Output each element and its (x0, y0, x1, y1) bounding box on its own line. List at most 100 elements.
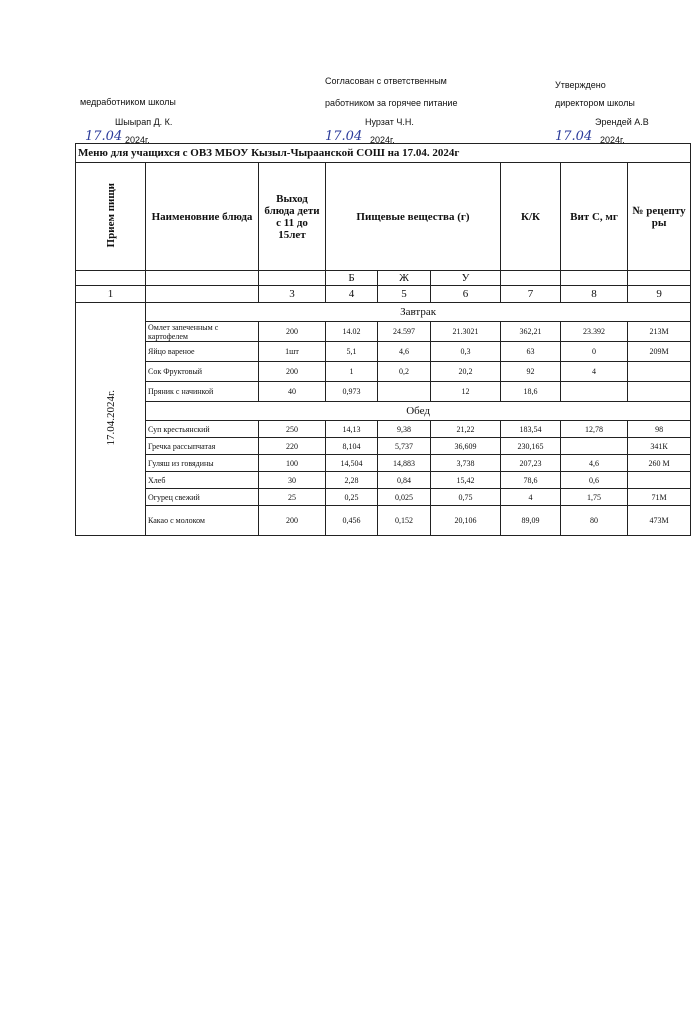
cell (377, 381, 431, 402)
cell: 200 (258, 321, 326, 342)
cell: 78,6 (500, 471, 561, 489)
title-row: Меню для учащихся с ОВЗ МБОУ Кызыл-Чыраа… (74, 143, 692, 163)
header-cell: Пищевые вещества (г) (325, 162, 501, 271)
cell (560, 437, 628, 455)
cell: 362,21 (500, 321, 561, 342)
handwritten-date: 17.04 (325, 129, 363, 144)
cell: Суп крестьянский (145, 420, 259, 438)
section-name: Завтрак (144, 302, 692, 322)
dish-row: Пряник с начинкой 40 0,973 12 18,6 (76, 381, 692, 402)
menu-table: Меню для учащихся с ОВЗ МБОУ Кызыл-Чыраа… (74, 143, 692, 536)
column-number (145, 285, 259, 303)
header-cell: К/К (500, 162, 561, 271)
cell: 341К (626, 437, 692, 455)
cell: Сок Фруктовый (145, 361, 259, 382)
handwritten-date: 17.04 (555, 129, 593, 144)
approval-line: Согласован с ответственным (325, 76, 447, 86)
cell (258, 270, 326, 286)
header-text: № рецепту ры (632, 204, 686, 229)
cell: 63 (500, 341, 561, 362)
cell (560, 270, 628, 286)
cell: 12,78 (560, 420, 628, 438)
cell: 183,54 (500, 420, 561, 438)
approval-line: Нурзат Ч.Н. (365, 117, 414, 127)
cell (626, 471, 692, 489)
cell: 0,25 (325, 488, 378, 506)
cell: 92 (500, 361, 561, 382)
cell: 98 (626, 420, 692, 438)
cell: 0,84 (377, 471, 431, 489)
cell: 0,025 (377, 488, 431, 506)
dish-row: Гречка рассыпчатая 220 8,104 5,737 36,609 230… (76, 437, 692, 455)
header-text: Прием пищи (104, 182, 117, 248)
cell: 1 (325, 361, 378, 382)
header-text: К/К (520, 210, 540, 223)
cell: 220 (258, 437, 326, 455)
section-row: 17.04.2024г. Завтрак (75, 302, 692, 536)
approval-line: 2024г. (370, 135, 395, 145)
approval-line: 2024г. (600, 135, 625, 145)
cell (626, 361, 692, 382)
cell (626, 270, 692, 286)
dish-row: Суп крестьянский 250 14,13 9,38 21,22 183,54 1… (76, 420, 692, 438)
cell: 20,106 (430, 505, 501, 536)
cell: 24.597 (377, 321, 431, 342)
header-text: Наименовние блюда (151, 210, 253, 223)
cell: Пряник с начинкой (145, 381, 259, 402)
cell: 0,152 (377, 505, 431, 536)
subheader: У (430, 270, 501, 286)
subheader: Ж (377, 270, 431, 286)
cell: 8,104 (325, 437, 378, 455)
cell: 207,23 (500, 454, 561, 472)
approval-line: Шыырап Д. К. (115, 117, 173, 127)
date: 17.04.2024г. (104, 389, 117, 446)
cell (500, 270, 561, 286)
approval-line: Эрендей А.В (595, 117, 649, 127)
cell: 36,609 (430, 437, 501, 455)
section-row: Обед (76, 401, 692, 421)
column-number: 3 (258, 285, 326, 303)
column-number: 9 (626, 285, 692, 303)
column-number: 1 (75, 285, 146, 303)
date-cell: 17.04.2024г. (75, 302, 146, 536)
cell: 200 (258, 505, 326, 536)
subheader: Б (325, 270, 378, 286)
cell: 25 (258, 488, 326, 506)
header-cell: Наименовние блюда (145, 162, 259, 271)
cell: 4,6 (377, 341, 431, 362)
cell: 5,1 (325, 341, 378, 362)
cell: 21.3021 (430, 321, 501, 342)
approval-line: работником за горячее питание (325, 98, 458, 108)
cell: Какао с молоком (145, 505, 259, 536)
cell: 4,6 (560, 454, 628, 472)
cell: 20,2 (430, 361, 501, 382)
dish-row: Какао с молоком 200 0,456 0,152 20,106 89,09 8… (76, 505, 692, 536)
cell: 3,738 (430, 454, 501, 472)
cell: 23.392 (560, 321, 628, 342)
approval-line: 2024г. (125, 135, 150, 145)
cell: 0 (560, 341, 628, 362)
cell: 1шт (258, 341, 326, 362)
cell (626, 381, 692, 402)
column-number: 5 (377, 285, 431, 303)
cell: 14.02 (325, 321, 378, 342)
column-number: 6 (430, 285, 501, 303)
column-number: 7 (500, 285, 561, 303)
header-text: Выход блюда дети с 11 до 15лет (264, 192, 320, 241)
cell: 9,38 (377, 420, 431, 438)
dish-row: Хлеб 30 2,28 0,84 15,42 78,6 0,6 (76, 471, 692, 489)
cell: 80 (560, 505, 628, 536)
cell (75, 270, 146, 286)
cell: 14,13 (325, 420, 378, 438)
cell: 12 (430, 381, 501, 402)
cell: 0,3 (430, 341, 501, 362)
cell: 230,165 (500, 437, 561, 455)
column-number: 8 (560, 285, 628, 303)
cell: 0,2 (377, 361, 431, 382)
dish-row: Яйцо вареное 1шт 5,1 4,6 0,3 63 0 209М (76, 341, 692, 362)
cell (560, 381, 628, 402)
handwritten-date: 17.04 (85, 129, 123, 144)
header-row: Прием пищи Наименовние блюда Выход блюда д… (75, 162, 692, 271)
